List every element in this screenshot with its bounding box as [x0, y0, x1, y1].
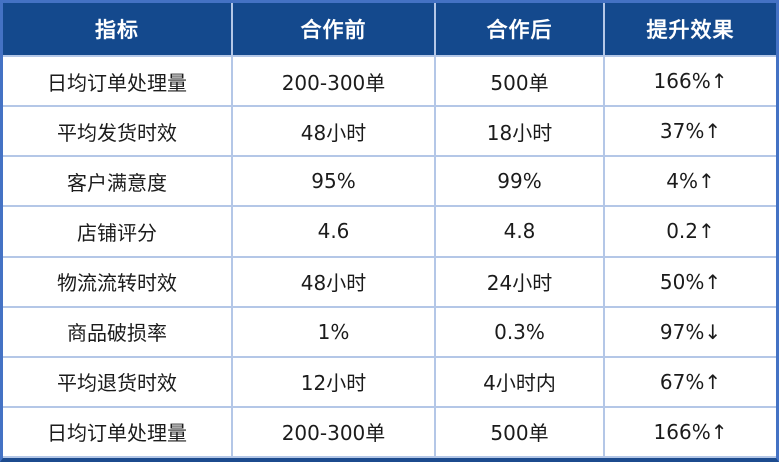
table-cell-before: 4.6	[231, 205, 436, 258]
table-cell-after: 99%	[434, 155, 605, 208]
table-cell-improvement: 97%↓	[603, 305, 776, 358]
table-cell-after: 4小时内	[434, 355, 605, 408]
table-cell-improvement: 166%↑	[603, 54, 776, 108]
table-cell-improvement: 4%↑	[603, 155, 776, 208]
table-row: 平均发货时效 48小时 18小时 37%↑	[3, 105, 776, 158]
table-row: 店铺评分 4.6 4.8 0.2↑	[3, 205, 776, 258]
table-cell-metric: 客户满意度	[3, 155, 233, 208]
table-cell-before: 200-300单	[231, 54, 436, 108]
table-cell-after: 500单	[434, 405, 605, 459]
column-header-before: 合作前	[231, 3, 436, 57]
table-cell-after: 4.8	[434, 205, 605, 258]
table-cell-after: 18小时	[434, 105, 605, 158]
table-cell-before: 200-300单	[231, 405, 436, 459]
table-cell-before: 12小时	[231, 355, 436, 408]
table-row: 商品破损率 1% 0.3% 97%↓	[3, 305, 776, 358]
table-cell-before: 95%	[231, 155, 436, 208]
header-row: 指标 合作前 合作后 提升效果	[3, 3, 776, 57]
table-cell-before: 48小时	[231, 105, 436, 158]
table-cell-improvement: 50%↑	[603, 255, 776, 308]
table-cell-metric: 商品破损率	[3, 305, 233, 358]
column-header-metric: 指标	[3, 3, 233, 57]
table-row: 日均订单处理量 200-300单 500单 166%↑	[3, 405, 776, 459]
table-cell-metric: 物流流转时效	[3, 255, 233, 308]
table-row: 日均订单处理量 200-300单 500单 166%↑	[3, 54, 776, 108]
table-cell-before: 1%	[231, 305, 436, 358]
table-row: 物流流转时效 48小时 24小时 50%↑	[3, 255, 776, 308]
column-header-improvement: 提升效果	[603, 3, 776, 57]
table-cell-metric: 平均发货时效	[3, 105, 233, 158]
table-cell-before: 48小时	[231, 255, 436, 308]
table-cell-metric: 平均退货时效	[3, 355, 233, 408]
column-header-after: 合作后	[434, 3, 605, 57]
comparison-table: 指标 合作前 合作后 提升效果 日均订单处理量 200-300单 500单 16…	[3, 3, 776, 459]
table-cell-metric: 日均订单处理量	[3, 405, 233, 459]
table-row: 客户满意度 95% 99% 4%↑	[3, 155, 776, 208]
table-cell-improvement: 166%↑	[603, 405, 776, 459]
table-cell-metric: 日均订单处理量	[3, 54, 233, 108]
table-cell-after: 24小时	[434, 255, 605, 308]
table-row: 平均退货时效 12小时 4小时内 67%↑	[3, 355, 776, 408]
table-cell-after: 0.3%	[434, 305, 605, 358]
table-cell-improvement: 0.2↑	[603, 205, 776, 258]
table-cell-metric: 店铺评分	[3, 205, 233, 258]
table-cell-after: 500单	[434, 54, 605, 108]
table-cell-improvement: 37%↑	[603, 105, 776, 158]
table-cell-improvement: 67%↑	[603, 355, 776, 408]
